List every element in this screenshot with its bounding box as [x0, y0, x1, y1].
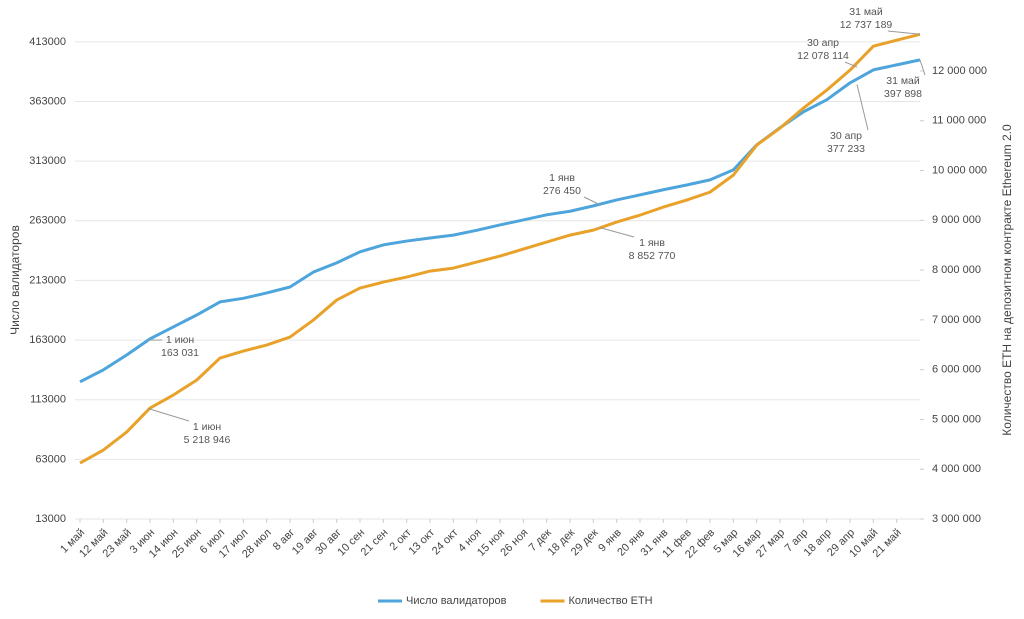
- annotation-date: 1 июн: [166, 334, 194, 346]
- y-tick-label: 313000: [29, 155, 66, 167]
- annotation-value: 163 031: [161, 347, 199, 359]
- y-tick-label: 113000: [30, 394, 66, 406]
- y2-tick-label: 7 000 000: [932, 314, 981, 326]
- annotation-date: 1 янв: [549, 172, 575, 184]
- annotation-value: 8 852 770: [629, 250, 676, 262]
- annotation-leader: [856, 84, 869, 131]
- y-tick-label: 213000: [29, 274, 66, 286]
- y-tick-label: 163000: [29, 334, 66, 346]
- annotation-leader: [599, 227, 635, 238]
- annotation-date: 30 апр: [830, 130, 862, 142]
- annotation-date: 31 май: [886, 75, 920, 87]
- annotation-leader: [887, 30, 921, 35]
- annotation-date: 1 июн: [193, 421, 221, 433]
- y-tick-label: 363000: [29, 95, 66, 107]
- annotation-value: 377 233: [827, 143, 865, 155]
- annotation-value: 397 898: [884, 88, 922, 100]
- x-tick-label: 21 сен: [359, 527, 391, 559]
- annotation-value: 276 450: [543, 185, 581, 197]
- y2-axis-title: Количество ETH на депозитном контракте E…: [1000, 124, 1014, 436]
- y2-tick-label: 6 000 000: [932, 364, 981, 376]
- y-tick-label: 413000: [29, 36, 66, 48]
- y-tick-label: 263000: [29, 215, 66, 227]
- y2-tick-label: 5 000 000: [932, 413, 981, 425]
- annotation-date: 30 апр: [807, 37, 839, 49]
- y-tick-label: 63000: [35, 453, 66, 465]
- y-axis-title: Число валидаторов: [8, 225, 22, 335]
- annotation-leader: [583, 196, 601, 206]
- y-tick-label: 13000: [35, 513, 66, 525]
- annotation-date: 1 янв: [639, 237, 665, 249]
- legend-label: Количество ETH: [569, 595, 653, 607]
- annotation-value: 12 078 114: [797, 50, 849, 62]
- annotation-date: 31 май: [849, 6, 883, 18]
- annotation-value: 5 218 946: [184, 434, 231, 446]
- x-tick-label: 29 дек: [569, 527, 601, 559]
- y2-tick-label: 4 000 000: [932, 463, 981, 475]
- annotation-value: 12 737 189: [840, 19, 893, 31]
- y2-tick-label: 12 000 000: [932, 65, 987, 77]
- annotation-leader: [844, 61, 858, 68]
- y2-tick-label: 3 000 000: [932, 513, 981, 525]
- y2-tick-label: 9 000 000: [932, 214, 981, 226]
- x-tick-label: 24 окт: [430, 527, 461, 558]
- line-series: [79, 32, 921, 465]
- y2-tick-label: 8 000 000: [932, 264, 981, 276]
- y2-tick-label: 11 000 000: [932, 115, 986, 127]
- y2-tick-label: 10 000 000: [932, 164, 987, 176]
- annotation-leader: [147, 408, 190, 422]
- legend-label: Число валидаторов: [406, 595, 507, 607]
- annotation-leader: [919, 59, 926, 76]
